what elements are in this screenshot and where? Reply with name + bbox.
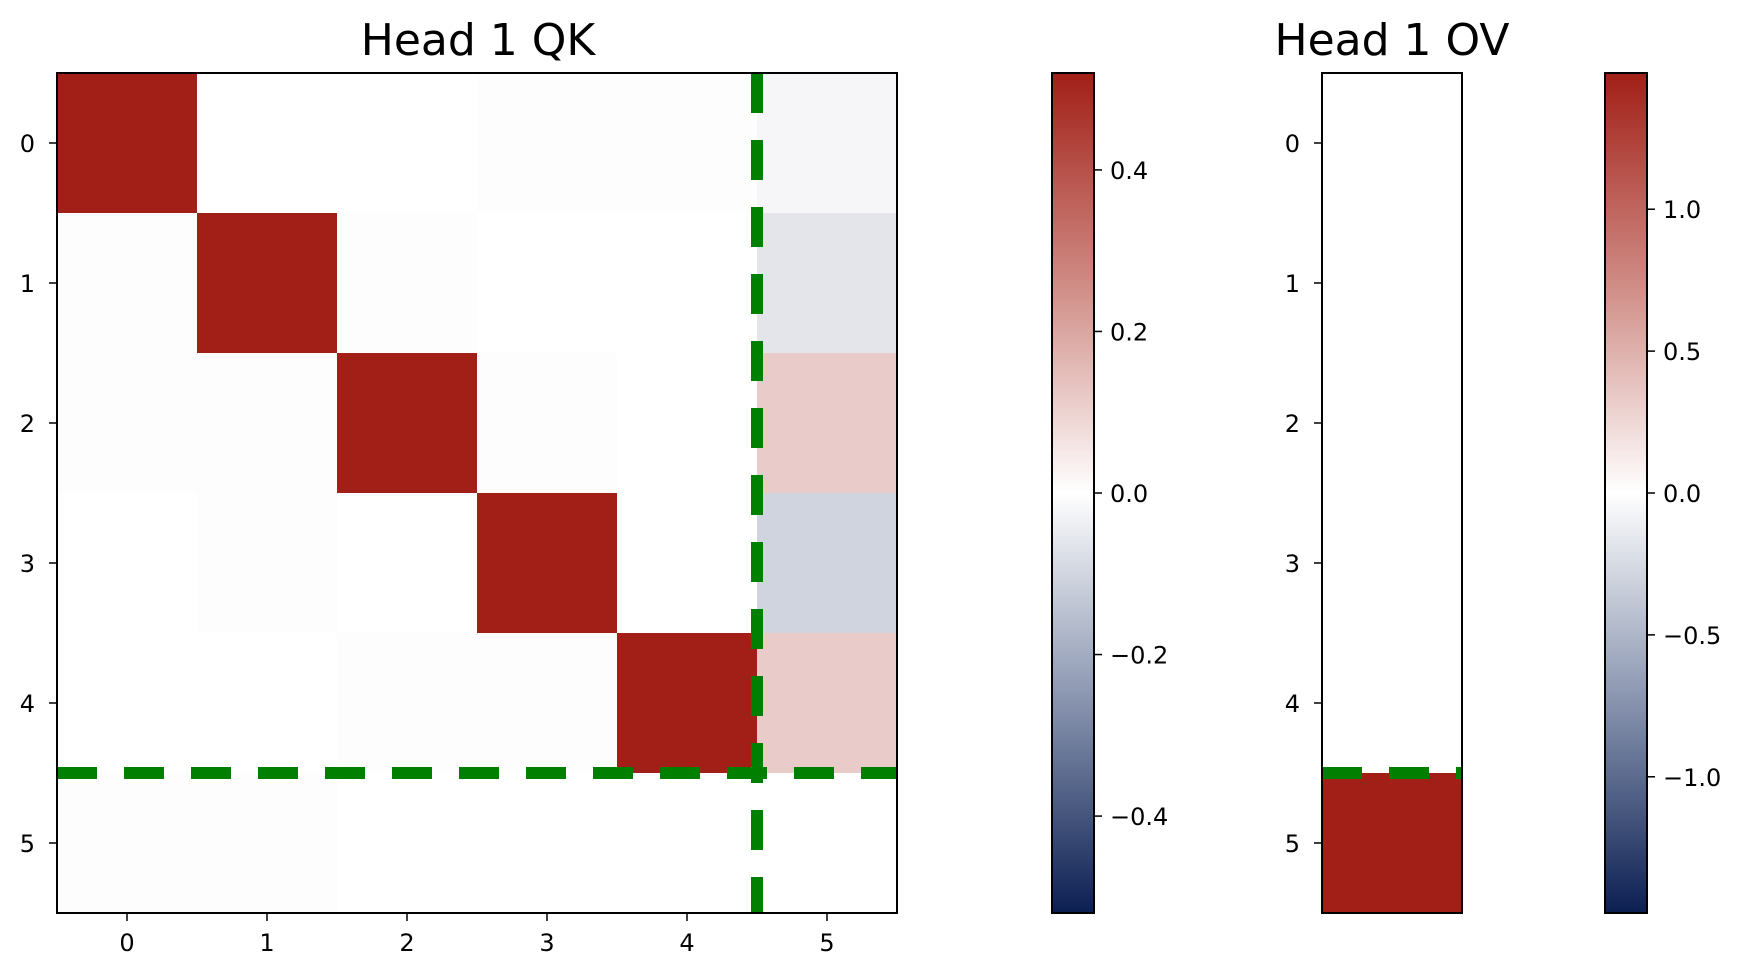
qk-x-axis: 0 1 2 3 4 5 <box>119 913 835 957</box>
qk-cell-r4-c5 <box>757 633 898 774</box>
qk-cell-r1-c0 <box>57 213 198 354</box>
qk-colorbar: 0.4 0.2 0.0 −0.2 −0.4 <box>1051 72 1168 914</box>
qk-cell-r4-c0 <box>57 633 198 774</box>
qk-colorbar-ticks: 0.4 0.2 0.0 −0.2 −0.4 <box>1094 157 1168 831</box>
qk-cell-r2-c2 <box>337 353 478 494</box>
qk-title: Head 1 QK <box>361 15 597 66</box>
ov-cell-r4-c0 <box>1322 633 1463 774</box>
ov-ytick-label-1: 1 <box>1285 270 1300 298</box>
qk-cell-r5-c4 <box>617 773 758 914</box>
qk-cell-r1-c5 <box>757 213 898 354</box>
ov-y-axis: 0 1 2 3 4 5 <box>1285 130 1322 858</box>
ov-cells <box>1322 73 1463 914</box>
qk-cell-r2-c0 <box>57 353 198 494</box>
qk-cbar-tick-label-4: −0.4 <box>1110 803 1168 831</box>
qk-cell-r4-c2 <box>337 633 478 774</box>
qk-xtick-label-4: 4 <box>679 929 694 957</box>
qk-cell-r1-c2 <box>337 213 478 354</box>
ov-cbar-tick-label-0: 1.0 <box>1663 196 1701 224</box>
qk-cell-r4-c4 <box>617 633 758 774</box>
ov-cbar-tick-label-3: −0.5 <box>1663 622 1721 650</box>
qk-cell-r5-c0 <box>57 773 198 914</box>
qk-ytick-label-4: 4 <box>20 690 35 718</box>
ov-cell-r2-c0 <box>1322 353 1463 494</box>
ov-cell-r5-c0 <box>1322 773 1463 914</box>
qk-cell-r1-c3 <box>477 213 618 354</box>
qk-cell-r0-c5 <box>757 73 898 214</box>
qk-cell-r3-c1 <box>197 493 338 634</box>
ov-cell-r3-c0 <box>1322 493 1463 634</box>
qk-cell-r5-c2 <box>337 773 478 914</box>
qk-cell-r3-c2 <box>337 493 478 634</box>
qk-cbar-tick-label-3: −0.2 <box>1110 642 1168 670</box>
ov-ytick-label-2: 2 <box>1285 410 1300 438</box>
qk-cbar-tick-label-0: 0.4 <box>1110 157 1148 185</box>
qk-cell-r0-c1 <box>197 73 338 214</box>
ov-cbar-tick-label-4: −1.0 <box>1663 764 1721 792</box>
qk-ytick-label-3: 3 <box>20 550 35 578</box>
ov-cell-r0-c0 <box>1322 73 1463 214</box>
qk-cell-r0-c3 <box>477 73 618 214</box>
ov-cbar-tick-label-2: 0.0 <box>1663 480 1701 508</box>
ov-ytick-label-3: 3 <box>1285 550 1300 578</box>
ov-ytick-label-0: 0 <box>1285 130 1300 158</box>
qk-cbar-tick-label-2: 0.0 <box>1110 480 1148 508</box>
qk-cell-r3-c3 <box>477 493 618 634</box>
ov-axes-frame <box>1321 72 1463 914</box>
qk-ytick-label-5: 5 <box>20 830 35 858</box>
ov-ytick-label-4: 4 <box>1285 690 1300 718</box>
qk-guide-lines <box>57 73 897 913</box>
qk-xtick-label-2: 2 <box>399 929 414 957</box>
qk-cell-r0-c4 <box>617 73 758 214</box>
qk-xtick-label-3: 3 <box>539 929 554 957</box>
qk-cell-r4-c3 <box>477 633 618 774</box>
qk-ytick-label-0: 0 <box>20 130 35 158</box>
qk-cell-r4-c1 <box>197 633 338 774</box>
qk-cell-r2-c1 <box>197 353 338 494</box>
ov-colorbar-ticks: 1.0 0.5 0.0 −0.5 −1.0 <box>1647 196 1721 792</box>
qk-cbar-tick-label-1: 0.2 <box>1110 318 1148 346</box>
ov-cell-r1-c0 <box>1322 213 1463 354</box>
qk-axes-frame <box>56 72 898 914</box>
qk-heatmap-panel: Head 1 QK 0 1 2 3 4 5 0 1 2 3 4 5 <box>20 15 898 957</box>
qk-cell-r2-c3 <box>477 353 618 494</box>
qk-cell-r5-c3 <box>477 773 618 914</box>
qk-colorbar-gradient <box>1051 72 1095 914</box>
qk-cell-r3-c5 <box>757 493 898 634</box>
qk-y-axis: 0 1 2 3 4 5 <box>20 130 57 858</box>
qk-cell-r5-c1 <box>197 773 338 914</box>
qk-xtick-label-5: 5 <box>819 929 834 957</box>
ov-title: Head 1 OV <box>1275 15 1510 66</box>
qk-cell-r1-c1 <box>197 213 338 354</box>
qk-cell-r2-c5 <box>757 353 898 494</box>
qk-xtick-label-0: 0 <box>119 929 134 957</box>
qk-ytick-label-2: 2 <box>20 410 35 438</box>
qk-cell-r0-c0 <box>57 73 198 214</box>
qk-cell-r3-c0 <box>57 493 198 634</box>
ov-colorbar: 1.0 0.5 0.0 −0.5 −1.0 <box>1604 72 1721 914</box>
qk-cell-r2-c4 <box>617 353 758 494</box>
ov-heatmap-panel: Head 1 OV 0 1 2 3 4 5 <box>1275 15 1510 914</box>
qk-cell-r5-c5 <box>757 773 898 914</box>
ov-cbar-tick-label-1: 0.5 <box>1663 338 1701 366</box>
ov-colorbar-gradient <box>1604 72 1648 914</box>
ov-ytick-label-5: 5 <box>1285 830 1300 858</box>
qk-cells <box>57 73 898 914</box>
qk-ytick-label-1: 1 <box>20 270 35 298</box>
qk-cell-r3-c4 <box>617 493 758 634</box>
qk-xtick-label-1: 1 <box>259 929 274 957</box>
qk-cell-r0-c2 <box>337 73 478 214</box>
qk-cell-r1-c4 <box>617 213 758 354</box>
